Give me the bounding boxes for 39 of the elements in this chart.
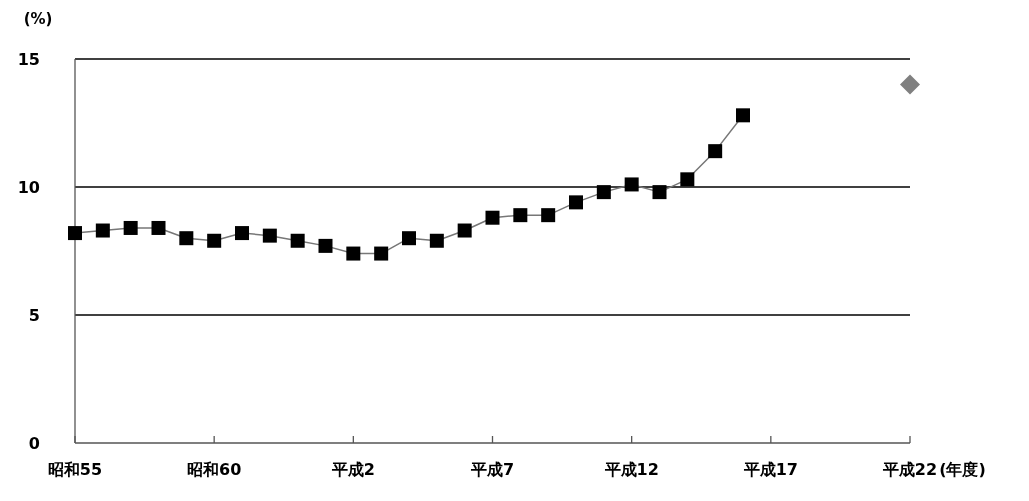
x-tick-label: 平成2 xyxy=(330,460,375,479)
y-tick-label: 0 xyxy=(28,434,40,453)
point xyxy=(485,210,500,225)
point xyxy=(596,185,611,200)
point xyxy=(207,233,222,248)
point xyxy=(402,231,416,246)
point xyxy=(374,246,389,261)
y-tick-label: 15 xyxy=(17,50,40,69)
x-tick-label: 昭和55 xyxy=(47,460,103,479)
x-tick-label: 平成17 xyxy=(742,460,798,479)
point xyxy=(68,226,82,241)
point xyxy=(123,220,138,235)
y-tick-label: 10 xyxy=(17,178,40,197)
point xyxy=(235,226,249,241)
x-tick-label: 昭和60 xyxy=(187,460,242,479)
point xyxy=(680,172,695,187)
point xyxy=(318,238,333,253)
point xyxy=(900,74,920,95)
point xyxy=(95,223,110,238)
point xyxy=(541,208,556,223)
x-tick-label: 平成12 xyxy=(603,460,659,479)
x-axis-title: (年度) xyxy=(939,460,986,479)
point xyxy=(513,208,528,223)
point xyxy=(652,185,667,200)
point xyxy=(624,177,639,192)
point xyxy=(151,220,166,235)
point xyxy=(262,228,277,243)
point xyxy=(457,223,472,238)
x-tick-label: 平成22 xyxy=(881,460,938,479)
point xyxy=(179,231,194,246)
y-axis-title: (%) xyxy=(23,10,53,28)
y-tick-label: 5 xyxy=(28,306,40,325)
point xyxy=(429,233,444,248)
x-tick-label: 平成7 xyxy=(469,460,515,479)
point xyxy=(346,246,361,261)
point xyxy=(708,144,723,159)
point xyxy=(290,233,305,248)
point xyxy=(569,195,583,210)
point xyxy=(736,108,750,123)
